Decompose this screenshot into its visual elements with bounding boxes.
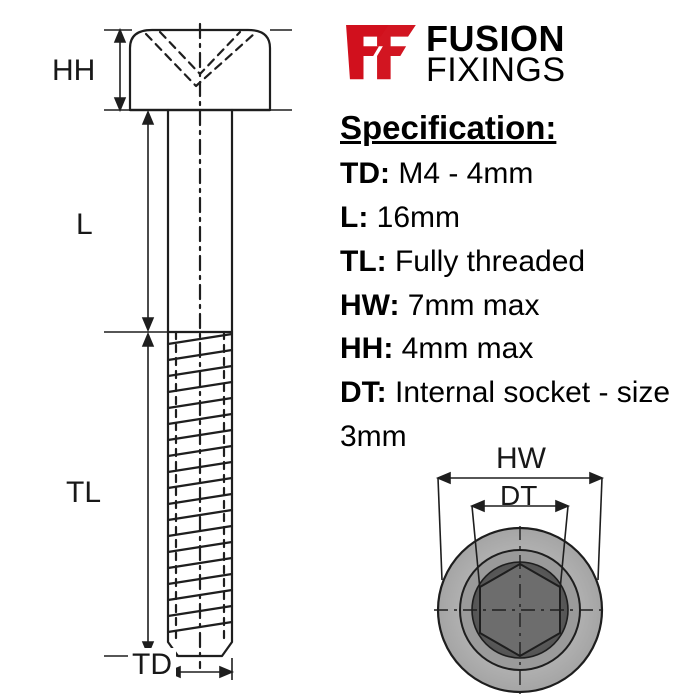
bolt-top-diagram: HW DT <box>370 440 670 690</box>
spec-block: Specification: TD: M4 - 4mm L: 16mm TL: … <box>340 104 700 459</box>
bolt-side-diagram: HH L TL TD <box>60 20 320 680</box>
dim-label-l: L <box>76 208 93 242</box>
spec-title: Specification: <box>340 104 700 152</box>
brand-f-icon <box>340 23 418 85</box>
spec-row-hh: HH: 4mm max <box>340 327 700 371</box>
brand-line2: FIXINGS <box>426 55 566 86</box>
spec-row-l: L: 16mm <box>340 196 700 240</box>
dim-label-hh: HH <box>52 54 95 88</box>
spec-row-td: TD: M4 - 4mm <box>340 152 700 196</box>
dim-label-dt: DT <box>500 480 537 512</box>
brand-logo: FUSION FIXINGS <box>340 22 566 86</box>
dim-label-tl: TL <box>66 476 101 510</box>
spec-row-tl: TL: Fully threaded <box>340 240 700 284</box>
dim-label-td: TD <box>128 648 176 682</box>
dim-label-hw: HW <box>496 442 546 476</box>
spec-row-hw: HW: 7mm max <box>340 284 700 328</box>
